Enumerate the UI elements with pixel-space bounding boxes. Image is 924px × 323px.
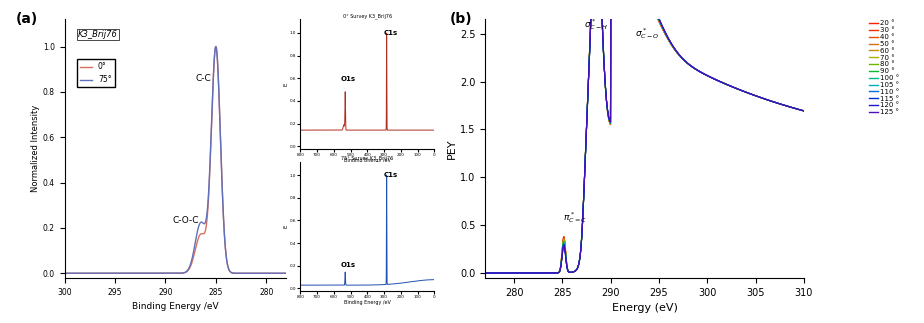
Text: O1s: O1s (341, 77, 356, 82)
Text: (b): (b) (450, 12, 473, 26)
X-axis label: Binding Energy /eV: Binding Energy /eV (344, 300, 391, 305)
Y-axis label: E: E (284, 82, 288, 86)
Text: $\pi^*_{C=C}$: $\pi^*_{C=C}$ (564, 210, 588, 225)
Text: C-C: C-C (196, 74, 212, 83)
X-axis label: Binding Energy /eV: Binding Energy /eV (344, 158, 391, 163)
75° (167, 271, 178, 275)
Text: $\sigma^*_{C-O}$: $\sigma^*_{C-O}$ (635, 26, 660, 41)
Text: O1s: O1s (341, 263, 356, 268)
Legend: 20 °, 30 °, 40 °, 50 °, 60 °, 70 °, 80 °, 90 °, 100 °, 105 °, 110 °, 115 °, 120 : 20 °, 30 °, 40 °, 50 °, 60 °, 70 °, 80 °… (867, 18, 903, 118)
75° (234, 271, 245, 275)
X-axis label: Binding Energy /eV: Binding Energy /eV (132, 302, 219, 311)
75° (281, 271, 292, 275)
Line: 0°: 0° (65, 47, 286, 273)
75° (274, 271, 286, 275)
75° (70, 271, 81, 275)
Y-axis label: E: E (284, 224, 288, 228)
Title: 75° Survey K3_Brij76: 75° Survey K3_Brij76 (341, 155, 394, 161)
Text: $\sigma^*_{C-H}$: $\sigma^*_{C-H}$ (584, 17, 608, 32)
75° (274, 271, 286, 275)
0° (274, 271, 286, 275)
0° (167, 271, 178, 275)
Text: C1s: C1s (383, 30, 397, 36)
Legend: 0°, 75°: 0°, 75° (78, 59, 115, 87)
0° (281, 271, 292, 275)
Title: 0° Survey K3_Brij76: 0° Survey K3_Brij76 (343, 13, 392, 19)
0° (59, 271, 70, 275)
Line: 75°: 75° (65, 47, 286, 273)
0° (274, 271, 286, 275)
Text: C1s: C1s (383, 172, 397, 178)
Y-axis label: PEY: PEY (447, 138, 457, 159)
75° (211, 45, 222, 48)
Y-axis label: Normalized Intensity: Normalized Intensity (31, 105, 40, 192)
Text: C-O-C: C-O-C (173, 216, 199, 225)
0° (70, 271, 81, 275)
Text: K3_Brij76: K3_Brij76 (78, 30, 118, 39)
0° (161, 271, 172, 275)
75° (161, 271, 172, 275)
0° (234, 271, 245, 275)
0° (211, 45, 222, 48)
X-axis label: Energy (eV): Energy (eV) (612, 303, 677, 313)
Text: (a): (a) (16, 12, 38, 26)
75° (59, 271, 70, 275)
